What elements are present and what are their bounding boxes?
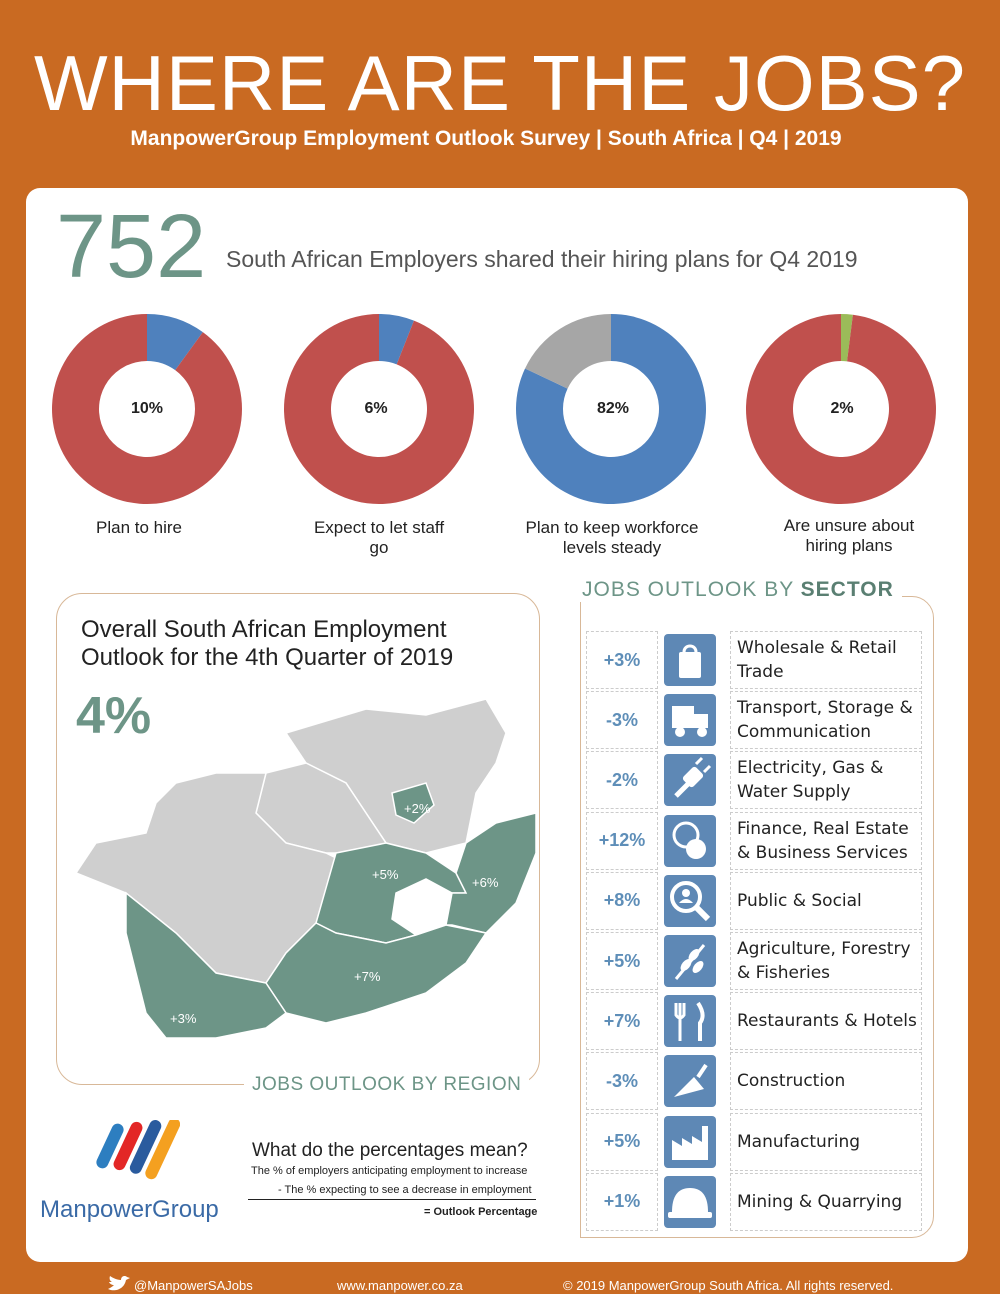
sector-heading: JOBS OUTLOOK BY SECTOR xyxy=(574,578,902,602)
sector-pct: -3% xyxy=(586,691,658,750)
sector-row: +8% Public & Social xyxy=(586,871,922,930)
legend-rule xyxy=(248,1199,536,1200)
employers-count: 752 xyxy=(56,197,207,297)
copyright: © 2019 ManpowerGroup South Africa. All r… xyxy=(563,1278,894,1293)
magnifier-person-icon xyxy=(664,874,716,927)
map-label-gauteng: +2% xyxy=(404,801,431,816)
sector-pct: +1% xyxy=(586,1172,658,1231)
sector-heading-plain: JOBS OUTLOOK BY xyxy=(582,578,801,601)
content-card: 752 South African Employers shared their… xyxy=(26,188,968,1262)
fork-knife-icon xyxy=(664,995,716,1048)
sector-row: +1% Mining & Quarrying xyxy=(586,1172,922,1231)
donut-chart-keep-steady xyxy=(516,314,706,504)
sector-row: +3% Wholesale & Retail Trade xyxy=(586,631,922,689)
intro-text: South African Employers shared their hir… xyxy=(226,246,858,272)
region-title-line: Outlook for the 4th Quarter of 2019 xyxy=(81,644,454,671)
donut-slice xyxy=(379,314,414,365)
sector-pct: +7% xyxy=(586,992,658,1051)
factory-icon xyxy=(664,1115,716,1168)
hard-hat-icon xyxy=(664,1175,716,1228)
sector-name: Agriculture, Forestry & Fisheries xyxy=(730,932,922,990)
trowel-icon xyxy=(664,1055,716,1108)
page-title: WHERE ARE THE JOBS? xyxy=(33,39,967,127)
sector-name: Manufacturing xyxy=(730,1112,922,1171)
coins-icon xyxy=(664,814,716,867)
sector-pct: +12% xyxy=(586,811,658,870)
sector-row: +7% Restaurants & Hotels xyxy=(586,992,922,1051)
sector-name: Transport, Storage & Communication xyxy=(730,691,922,750)
donut-center-label: 6% xyxy=(364,400,388,417)
sector-name: Construction xyxy=(730,1052,922,1111)
wheat-icon xyxy=(664,935,716,987)
sector-row: -3% Transport, Storage & Communication xyxy=(586,691,922,750)
donut-slice xyxy=(52,314,242,504)
sector-name: Electricity, Gas & Water Supply xyxy=(730,751,922,810)
page-subtitle: ManpowerGroup Employment Outlook Survey … xyxy=(130,127,842,150)
map-label-free-state: +5% xyxy=(372,867,399,882)
brand-name: ManpowerGroup xyxy=(40,1196,219,1223)
manpowergroup-logo-icon xyxy=(96,1120,180,1180)
sector-pct: +8% xyxy=(586,871,658,930)
donut-slice xyxy=(516,314,706,504)
truck-icon xyxy=(664,694,716,747)
donut-chart-let-staff-go xyxy=(284,314,474,504)
donut-slice xyxy=(284,314,474,504)
sector-pct: -2% xyxy=(586,751,658,810)
plug-icon xyxy=(664,754,716,807)
donut-caption: Are unsure about hiring plans xyxy=(783,516,915,555)
sector-pct: +5% xyxy=(586,932,658,990)
donut-caption: Plan to keep workforce levels steady xyxy=(525,518,699,557)
sector-row: +5% Agriculture, Forestry & Fisheries xyxy=(586,932,922,990)
sector-pct: +5% xyxy=(586,1112,658,1171)
map-label-eastern-cape: +7% xyxy=(354,969,381,984)
website-link[interactable]: www.manpower.co.za xyxy=(337,1278,463,1293)
sector-row: +12% Finance, Real Estate & Business Serv… xyxy=(586,811,922,870)
legend-title: What do the percentages mean? xyxy=(252,1140,528,1161)
map-region-eastern-cape xyxy=(265,922,488,1024)
sector-name: Restaurants & Hotels xyxy=(730,992,922,1051)
shopping-bag-icon xyxy=(664,634,716,686)
sector-name: Public & Social xyxy=(730,871,922,930)
donut-center-label: 10% xyxy=(130,400,164,417)
region-title-line: Overall South African Employment xyxy=(81,616,447,643)
legend-line: - The % expecting to see a decrease in e… xyxy=(278,1184,532,1196)
sector-row: -2% Electricity, Gas & Water Supply xyxy=(586,751,922,810)
sector-name: Wholesale & Retail Trade xyxy=(730,631,922,689)
donut-caption: Expect to let staff go xyxy=(313,518,445,557)
sector-pct: +3% xyxy=(586,631,658,689)
region-caption: JOBS OUTLOOK BY REGION xyxy=(244,1074,530,1096)
sector-pct: -3% xyxy=(586,1052,658,1111)
donut-center-label: 82% xyxy=(596,400,630,417)
donut-slice xyxy=(525,314,611,389)
donut-slice xyxy=(147,314,203,371)
legend-result: = Outlook Percentage xyxy=(424,1206,538,1218)
donut-chart-unsure xyxy=(746,314,936,504)
sector-row: +5% Manufacturing xyxy=(586,1112,922,1171)
map-label-western-cape: +3% xyxy=(170,1011,197,1026)
twitter-handle[interactable]: @ManpowerSAJobs xyxy=(134,1278,253,1293)
legend-line: The % of employers anticipating employme… xyxy=(251,1165,528,1177)
donut-center-label: 2% xyxy=(830,400,854,417)
donut-slice xyxy=(746,314,936,504)
sector-row: -3% Construction xyxy=(586,1052,922,1111)
map-region-gauteng xyxy=(391,782,435,824)
sector-heading-bold: SECTOR xyxy=(800,578,894,601)
map-label-kzn: +6% xyxy=(472,875,499,890)
donut-chart-plan-to-hire xyxy=(52,314,242,504)
twitter-icon xyxy=(108,1276,130,1291)
sector-name: Finance, Real Estate & Business Services xyxy=(730,811,922,870)
sector-name: Mining & Quarrying xyxy=(730,1172,922,1231)
donut-slice xyxy=(841,314,853,362)
donut-caption: Plan to hire xyxy=(96,518,182,537)
region-title: Overall South African Employment Outlook… xyxy=(81,616,453,672)
overall-outlook-pct: 4% xyxy=(76,687,152,745)
map-region-western-cape xyxy=(125,891,288,1039)
south-africa-map: +2% +5% +6% +7% +3% xyxy=(74,698,536,1039)
